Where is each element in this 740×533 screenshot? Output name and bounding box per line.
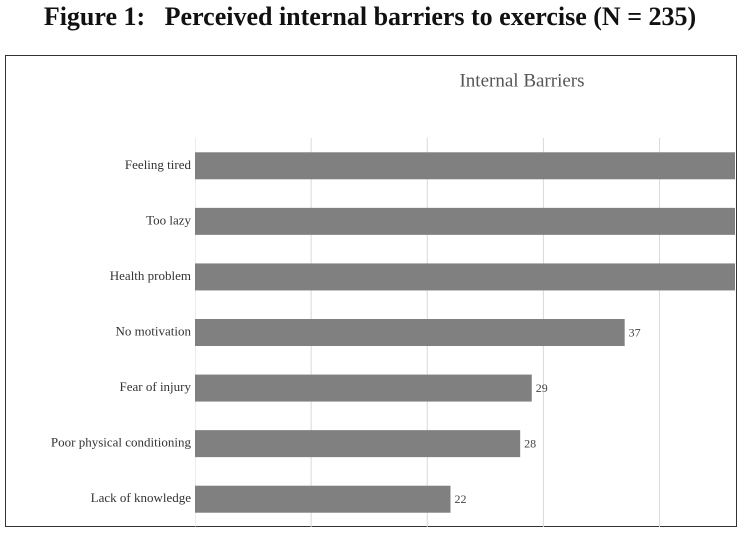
y-tick-label: Health problem: [110, 268, 191, 283]
plot-area: 55524837292822: [195, 138, 735, 527]
data-label: 37: [629, 325, 641, 339]
y-tick-label: Feeling tired: [125, 157, 192, 172]
y-tick-label: Fear of injury: [120, 379, 192, 394]
figure-title: Figure 1: Perceived internal barriers to…: [44, 2, 696, 31]
bar: [195, 152, 735, 180]
bar: [195, 319, 625, 346]
bar: [195, 430, 521, 458]
data-label: 28: [524, 436, 536, 450]
bar: [195, 485, 451, 513]
data-label: 29: [536, 381, 548, 395]
bar: [195, 263, 735, 291]
y-tick-label: Poor physical conditioning: [51, 435, 192, 450]
y-tick-label: No motivation: [116, 323, 192, 338]
y-tick-label: Lack of knowledge: [91, 490, 192, 505]
y-tick-label: Too lazy: [146, 212, 191, 227]
data-label: 22: [454, 492, 466, 506]
chart-title: Internal Barriers: [459, 70, 584, 91]
bar: [195, 374, 532, 402]
bar: [195, 207, 735, 235]
